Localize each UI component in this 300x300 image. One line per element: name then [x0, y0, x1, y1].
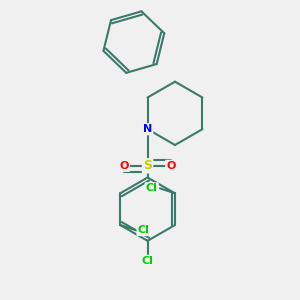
Text: S: S	[143, 159, 152, 172]
Text: O: O	[166, 161, 176, 171]
Text: Cl: Cl	[142, 256, 154, 266]
Text: O: O	[120, 161, 129, 171]
Text: N: N	[143, 124, 152, 134]
Text: Cl: Cl	[137, 225, 149, 235]
Text: Cl: Cl	[146, 183, 158, 193]
